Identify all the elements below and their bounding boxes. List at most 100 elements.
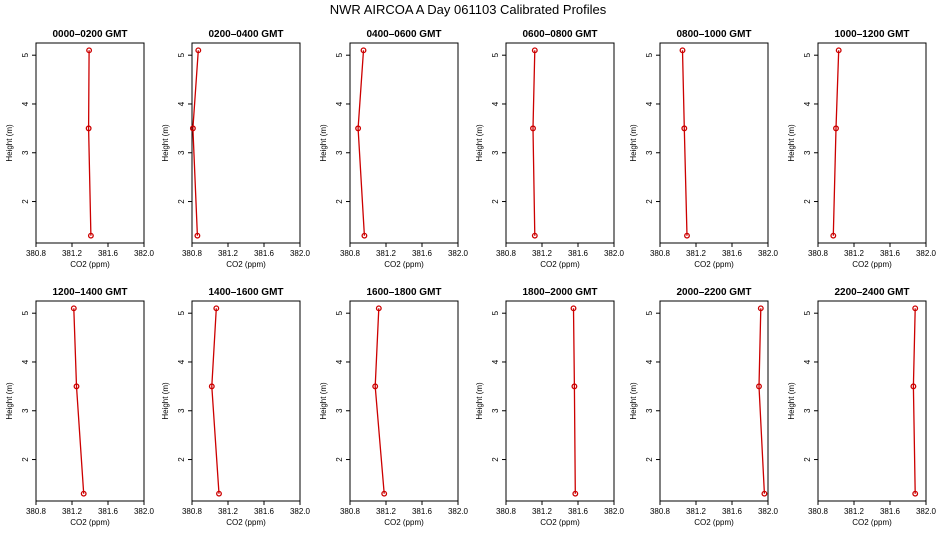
x-tick-label: 380.8 xyxy=(496,249,517,258)
x-axis-label: CO2 (ppm) xyxy=(226,518,266,527)
x-tick-label: 380.8 xyxy=(182,507,203,516)
y-tick-label: 3 xyxy=(803,408,812,413)
x-axis-label: CO2 (ppm) xyxy=(694,518,734,527)
data-point xyxy=(833,125,839,132)
x-tick-label: 382.0 xyxy=(758,507,779,516)
data-point xyxy=(684,232,690,239)
y-tick-label: 3 xyxy=(803,150,812,155)
y-tick-label: 2 xyxy=(491,457,500,462)
y-tick-label: 4 xyxy=(335,359,344,364)
x-tick-label: 380.8 xyxy=(340,507,361,516)
profile-line xyxy=(374,308,385,494)
y-tick-label: 5 xyxy=(645,310,654,315)
data-point xyxy=(80,490,87,497)
plot-frame xyxy=(35,300,145,502)
panel-title: 0400–0600 GMT xyxy=(366,29,441,40)
y-axis-label: Height (m) xyxy=(319,382,328,420)
panel-title: 0000–0200 GMT xyxy=(52,29,127,40)
x-tick-label: 381.6 xyxy=(568,507,589,516)
x-axis-label: CO2 (ppm) xyxy=(852,518,892,527)
panel-title: 1000–1200 GMT xyxy=(834,29,909,40)
y-tick-label: 5 xyxy=(177,52,186,57)
data-point xyxy=(216,490,222,497)
y-axis-label: Height (m) xyxy=(629,124,638,162)
profile-line xyxy=(532,50,536,236)
x-tick-label: 380.8 xyxy=(808,507,829,516)
x-tick-label: 382.0 xyxy=(916,249,936,258)
data-point xyxy=(381,490,388,497)
y-tick-label: 5 xyxy=(803,52,812,57)
y-axis-label: Height (m) xyxy=(161,382,170,420)
data-point xyxy=(757,305,764,312)
data-point xyxy=(756,383,762,390)
x-axis-label: CO2 (ppm) xyxy=(226,260,266,269)
x-tick-label: 381.2 xyxy=(376,249,397,258)
x-tick-label: 381.6 xyxy=(254,507,275,516)
plot-frame xyxy=(659,42,769,244)
plot-frame xyxy=(505,300,615,502)
plot-frame xyxy=(191,300,301,502)
x-tick-label: 381.6 xyxy=(880,249,901,258)
panel-title: 1800–2000 GMT xyxy=(522,287,597,298)
x-axis-label: CO2 (ppm) xyxy=(540,260,580,269)
data-point xyxy=(531,232,538,239)
data-point xyxy=(355,125,362,132)
x-tick-label: 381.2 xyxy=(844,249,865,258)
profile-line xyxy=(832,50,840,236)
y-tick-label: 5 xyxy=(335,52,344,57)
data-point xyxy=(87,232,94,239)
x-tick-label: 382.0 xyxy=(758,249,779,258)
y-axis-label: Height (m) xyxy=(161,124,170,162)
x-tick-label: 382.0 xyxy=(448,507,469,516)
data-point xyxy=(360,47,367,54)
x-axis-label: CO2 (ppm) xyxy=(694,260,734,269)
data-point xyxy=(679,47,686,54)
y-tick-label: 3 xyxy=(177,408,186,413)
x-tick-label: 381.6 xyxy=(98,507,119,516)
y-axis-label: Height (m) xyxy=(787,382,796,420)
y-tick-label: 4 xyxy=(21,359,30,364)
y-tick-label: 4 xyxy=(803,359,812,364)
y-tick-label: 2 xyxy=(645,199,654,204)
x-tick-label: 381.6 xyxy=(568,249,589,258)
data-point xyxy=(912,490,919,497)
plot-frame xyxy=(349,42,459,244)
profile-line xyxy=(357,50,366,236)
data-point xyxy=(195,47,202,54)
data-point xyxy=(912,305,919,312)
y-tick-label: 2 xyxy=(803,457,812,462)
x-axis-label: CO2 (ppm) xyxy=(70,260,110,269)
y-tick-label: 2 xyxy=(645,457,654,462)
y-axis-label: Height (m) xyxy=(787,124,796,162)
data-point xyxy=(835,47,842,54)
y-tick-label: 4 xyxy=(645,101,654,106)
y-tick-label: 2 xyxy=(803,199,812,204)
profile-line xyxy=(73,308,85,494)
data-point xyxy=(73,383,80,390)
data-point xyxy=(571,383,578,390)
data-point xyxy=(375,305,382,312)
x-tick-label: 380.8 xyxy=(26,249,47,258)
panel-title: 0800–1000 GMT xyxy=(676,29,751,40)
profile-line xyxy=(681,50,688,236)
x-axis-label: CO2 (ppm) xyxy=(384,518,424,527)
y-axis-label: Height (m) xyxy=(5,382,14,420)
y-tick-label: 5 xyxy=(177,310,186,315)
x-tick-label: 381.6 xyxy=(98,249,119,258)
plot-frame xyxy=(659,300,769,502)
profile-line xyxy=(87,50,92,236)
x-tick-label: 382.0 xyxy=(604,507,625,516)
y-tick-label: 3 xyxy=(335,150,344,155)
y-tick-label: 2 xyxy=(335,457,344,462)
x-tick-label: 382.0 xyxy=(916,507,936,516)
y-tick-label: 3 xyxy=(645,150,654,155)
x-tick-label: 381.2 xyxy=(218,507,239,516)
panel-title: 0200–0400 GMT xyxy=(208,29,283,40)
y-tick-label: 2 xyxy=(177,199,186,204)
x-axis-label: CO2 (ppm) xyxy=(70,518,110,527)
y-tick-label: 5 xyxy=(491,310,500,315)
profile-line xyxy=(572,308,576,494)
y-tick-label: 3 xyxy=(21,150,30,155)
x-tick-label: 381.6 xyxy=(412,249,433,258)
x-axis-label: CO2 (ppm) xyxy=(852,260,892,269)
